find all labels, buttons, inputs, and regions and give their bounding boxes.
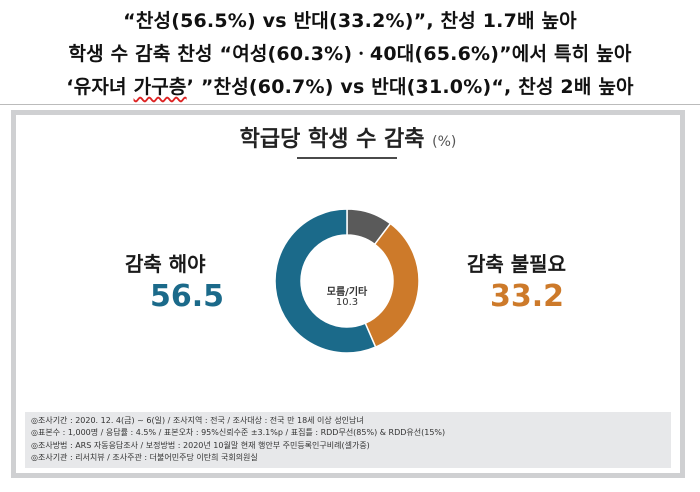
value-unknown: 10.3 xyxy=(335,297,359,308)
survey-info-line-2: ◎표본수 : 1,000명 / 응답률 : 4.5% / 표본오차 : 95%신… xyxy=(31,428,446,438)
headline-3: ‘유자녀 가구층’ ”찬성(60.7%) vs 반대(31.0%)“, 찬성 2… xyxy=(0,72,700,99)
headline-3-underlined: 가구층 xyxy=(133,76,187,98)
survey-info-line-4: ◎조사기관 : 리서치뷰 / 조사주관 : 더불어민주당 이탄희 국회의원실 xyxy=(31,453,258,463)
survey-info-line-3: ◎조사방법 : ARS 자동응답조사 / 보정방법 : 2020년 10월말 현… xyxy=(31,440,370,450)
label-reduce: 감축 해야 xyxy=(125,252,206,276)
chart-unit: (%) xyxy=(432,134,457,150)
value-unnecessary: 33.2 xyxy=(490,279,565,314)
headline-3-part1: ‘유자녀 xyxy=(66,76,134,98)
slice-unnecessary xyxy=(364,222,420,349)
headline-1: “찬성(56.5%) vs 반대(33.2%)”, 찬성 1.7배 높아 xyxy=(123,10,577,32)
chart-title: 학급당 학생 수 감축 (%) xyxy=(16,121,680,153)
divider xyxy=(0,104,700,105)
survey-info: ◎조사기간 : 2020. 12. 4(금) ~ 6(일) / 조사지역 : 전… xyxy=(25,412,671,468)
headline-2: 학생 수 감축 찬성 “여성(60.3%)ㆍ40대(65.6%)”에서 특히 높… xyxy=(68,43,632,65)
label-unnecessary: 감축 불필요 xyxy=(467,252,566,276)
donut-chart xyxy=(274,208,420,354)
chart-card: 학급당 학생 수 감축 (%) 감축 해야 56.5 감축 불필요 33.2 모… xyxy=(11,110,685,478)
survey-info-line-1: ◎조사기간 : 2020. 12. 4(금) ~ 6(일) / 조사지역 : 전… xyxy=(31,416,364,425)
slice-reduce xyxy=(274,208,377,354)
label-unknown: 모름/기타 xyxy=(326,287,368,298)
headline-3-part2: ’ ”찬성(60.7%) vs 반대(31.0%)“, 찬성 2배 높아 xyxy=(186,76,634,98)
title-underline xyxy=(297,157,397,159)
value-reduce: 56.5 xyxy=(150,279,225,314)
chart-title-text: 학급당 학생 수 감축 xyxy=(239,127,425,152)
